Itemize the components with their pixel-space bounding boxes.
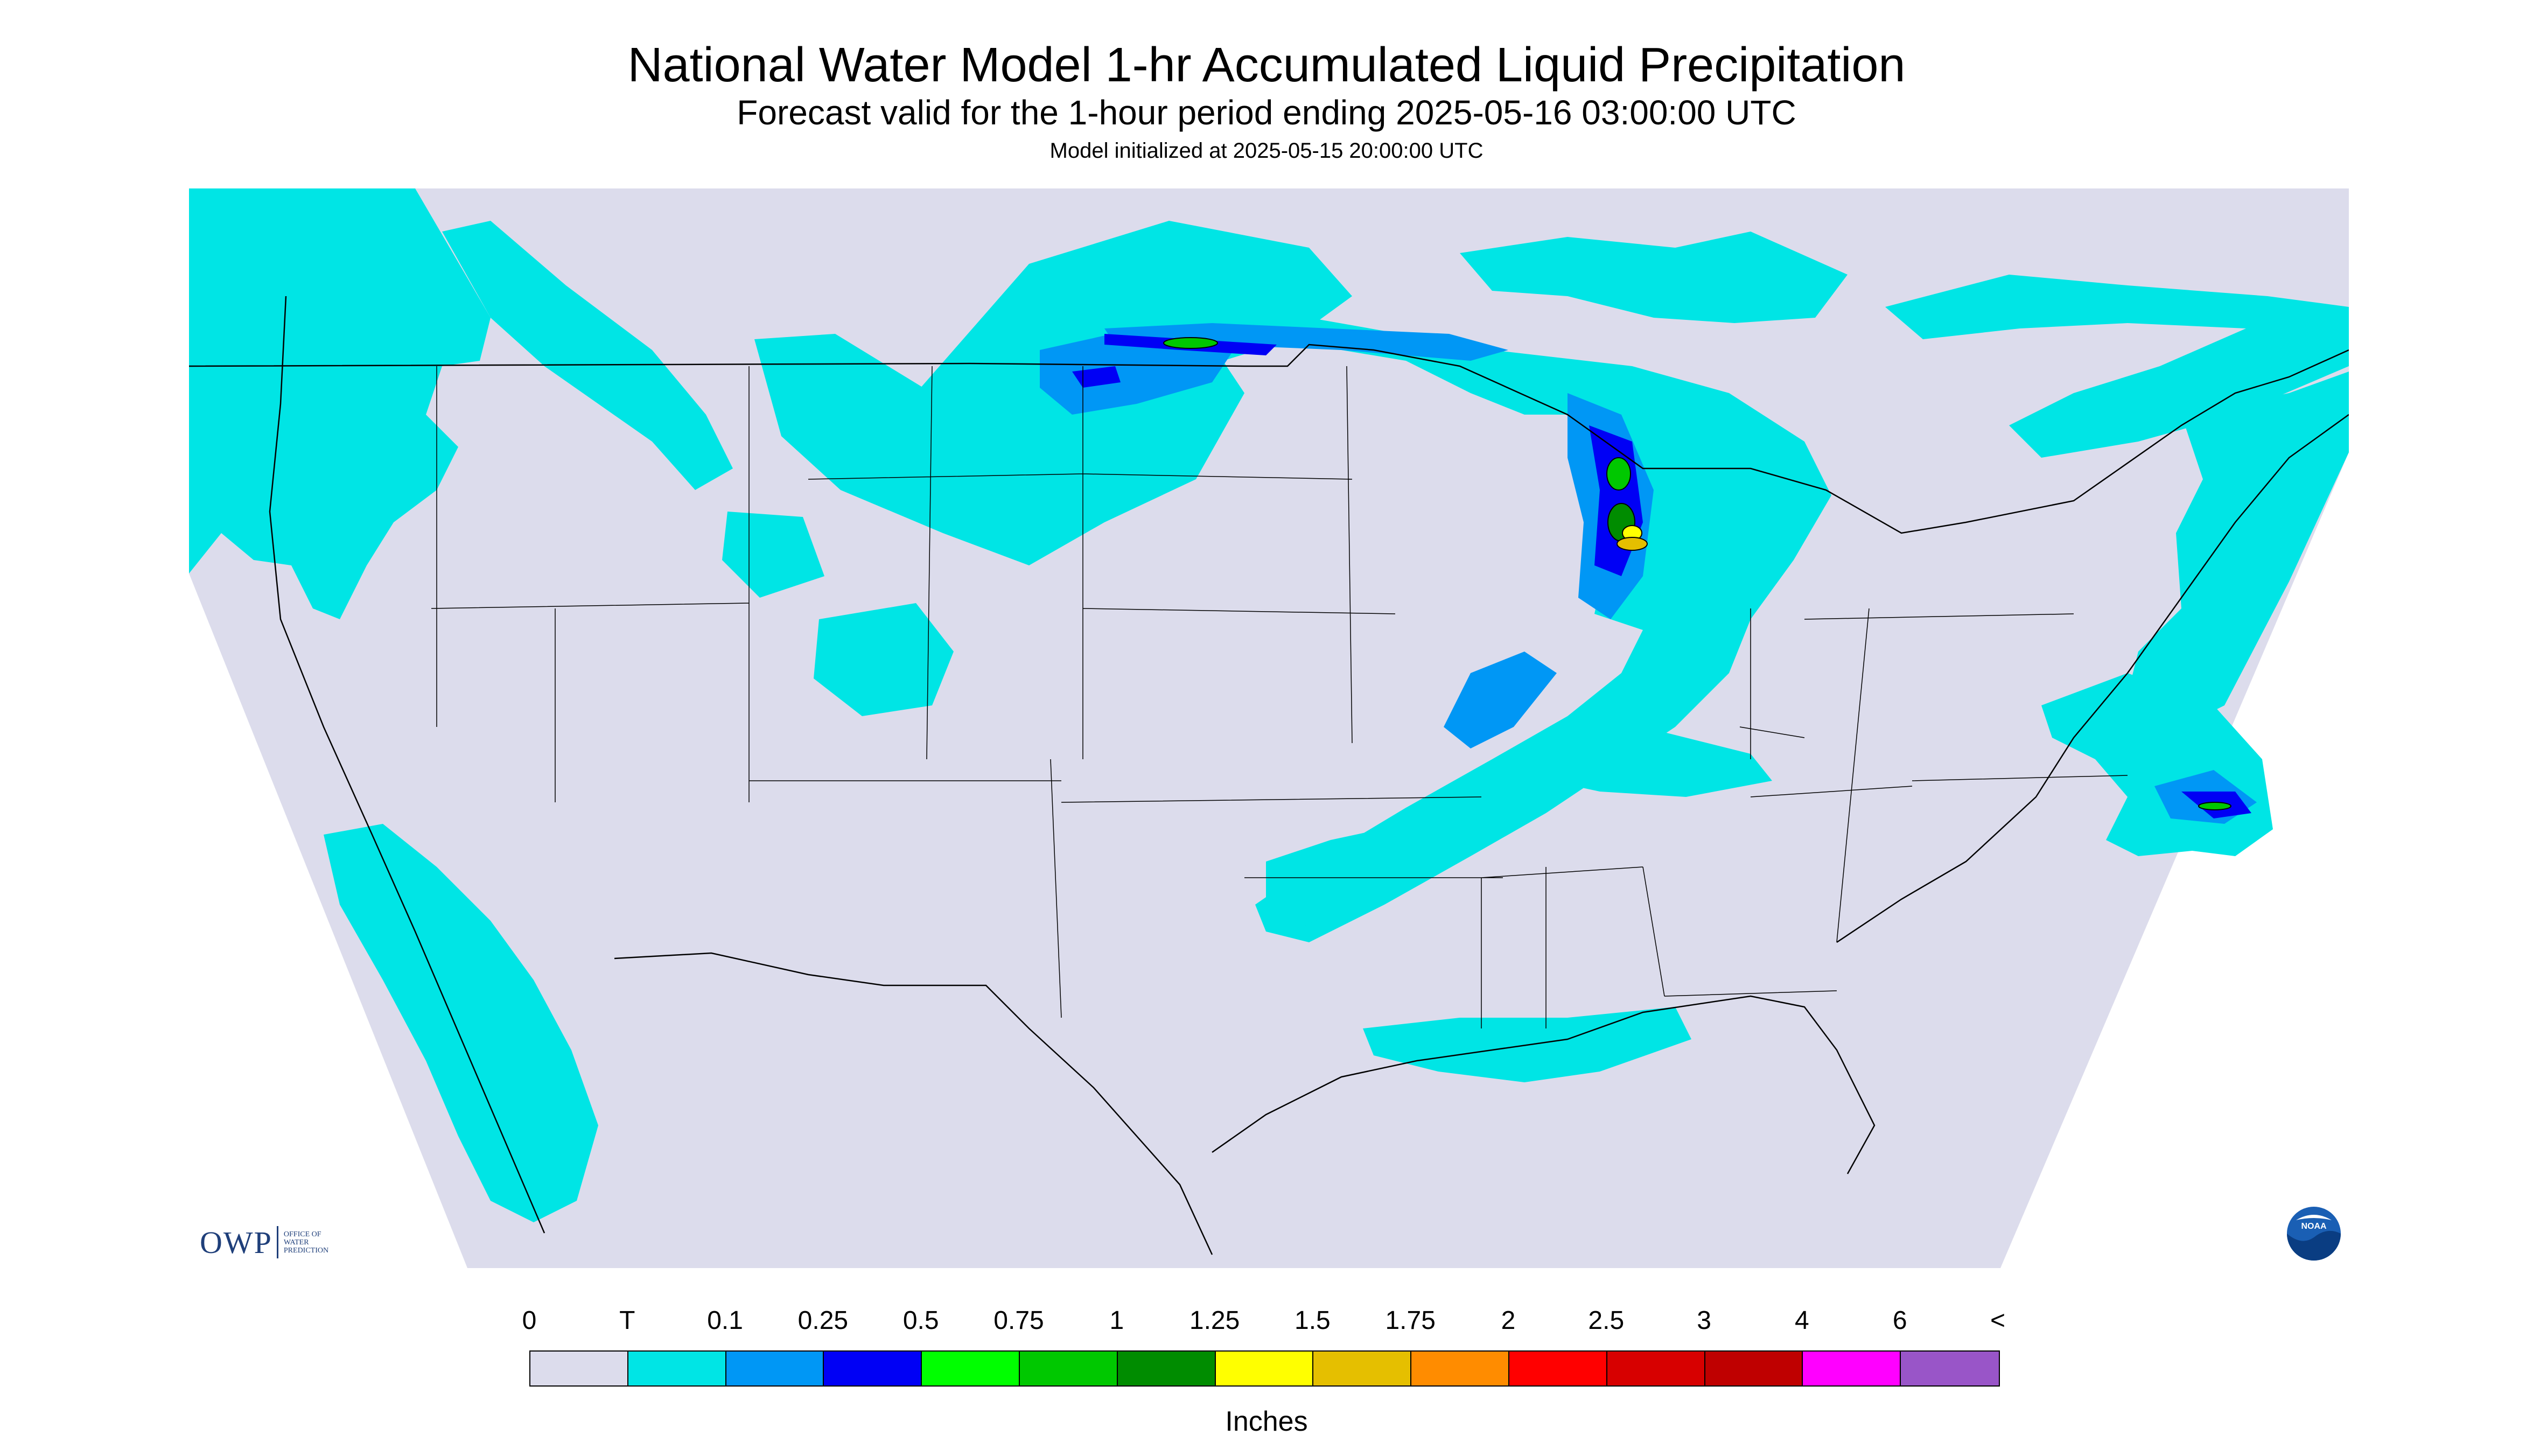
precip-dakota-heavy	[1072, 366, 1121, 388]
legend-label: 2	[1501, 1306, 1516, 1335]
legend-swatch-4	[922, 1352, 1020, 1385]
legend-swatch-1	[628, 1352, 726, 1385]
legend-label: <	[1990, 1306, 2006, 1335]
map-title: National Water Model 1-hr Accumulated Li…	[627, 38, 1906, 92]
noaa-logo: NOAA	[2287, 1207, 2341, 1261]
legend-swatch-2	[726, 1352, 824, 1385]
precip-new-england	[2128, 372, 2349, 727]
legend-swatch-14	[1901, 1352, 1999, 1385]
legend-swatch-13	[1803, 1352, 1901, 1385]
us-mexico-border	[614, 952, 1213, 1255]
legend-label: 1.25	[1189, 1306, 1240, 1335]
precip-ohio-valley	[1524, 727, 1772, 797]
precip-illinois-core	[1444, 652, 1557, 748]
precip-northern-rockies	[754, 334, 1104, 565]
precipitation-map	[189, 188, 2349, 1268]
legend-label: 1	[1109, 1306, 1124, 1335]
cell-superior-green	[1163, 337, 1218, 349]
pacific-coast	[269, 296, 545, 1234]
owp-logo-mark: OWP	[200, 1224, 272, 1260]
cell-michigan-orange	[1617, 537, 1648, 551]
legend-label: 0	[522, 1306, 537, 1335]
legend-swatch-8	[1313, 1352, 1412, 1385]
legend-swatch-11	[1607, 1352, 1705, 1385]
legend-label: T	[619, 1306, 635, 1335]
legend-labels: 0 T 0.1 0.25 0.5 0.75 1 1.25 1.5 1.75 2 2.5 3 4 6 <	[0, 1306, 2533, 1338]
atlantic-coast	[1836, 414, 2349, 943]
legend-units: Inches	[1225, 1406, 1308, 1437]
legend-label: 0.5	[902, 1306, 939, 1335]
precip-southwest-offshore	[324, 824, 598, 1222]
us-canada-border	[189, 344, 2349, 534]
legend-swatch-0	[530, 1352, 628, 1385]
map-boundaries	[189, 296, 2349, 1255]
cell-michigan-green-1	[1606, 457, 1631, 491]
legend-swatch-3	[824, 1352, 922, 1385]
owp-logo-divider	[276, 1226, 278, 1258]
precip-great-lakes-band	[1223, 291, 1831, 942]
precip-wyoming-patch	[722, 512, 824, 598]
legend-label: 3	[1697, 1306, 1711, 1335]
legend-swatch-5	[1019, 1352, 1118, 1385]
precip-arkansas-band	[1266, 802, 1503, 926]
legend-swatch-7	[1215, 1352, 1314, 1385]
precip-superior-core	[1104, 323, 1508, 361]
cell-carolina-green	[2198, 802, 2231, 810]
legend-label: 6	[1892, 1306, 1907, 1335]
state-lines	[431, 366, 2128, 1028]
owp-logo-text: OFFICE OF WATER PREDICTION	[283, 1230, 329, 1255]
gulf-coast	[1212, 995, 1876, 1174]
model-init-line: Model initialized at 2025-05-15 20:00:00…	[1049, 139, 1484, 163]
legend-label: 0.25	[797, 1306, 849, 1335]
owp-logo: OWP OFFICE OF WATER PREDICTION	[200, 1223, 328, 1261]
precip-heavy-cells	[1163, 337, 2231, 810]
legend-label: 0.1	[707, 1306, 743, 1335]
precip-pacific-northwest	[189, 188, 491, 619]
precip-ontario-band	[1460, 232, 1848, 323]
legend-label: 2.5	[1588, 1306, 1625, 1335]
legend-swatch-12	[1705, 1352, 1803, 1385]
legend-label: 0.75	[993, 1306, 1044, 1335]
legend-swatch-6	[1117, 1352, 1216, 1385]
legend-label: 1.5	[1295, 1306, 1331, 1335]
legend-label: 1.75	[1385, 1306, 1436, 1335]
map-subtitle: Forecast valid for the 1-hour period end…	[737, 93, 1796, 132]
legend-label: 4	[1795, 1306, 1809, 1335]
precip-colorado	[814, 603, 954, 716]
precip-montana-bands	[442, 221, 733, 490]
legend-colorbar	[529, 1350, 2000, 1387]
noaa-logo-text: NOAA	[2301, 1222, 2327, 1231]
legend-swatch-10	[1509, 1352, 1607, 1385]
legend-swatch-9	[1411, 1352, 1509, 1385]
precip-trace-layer	[189, 188, 2349, 1222]
